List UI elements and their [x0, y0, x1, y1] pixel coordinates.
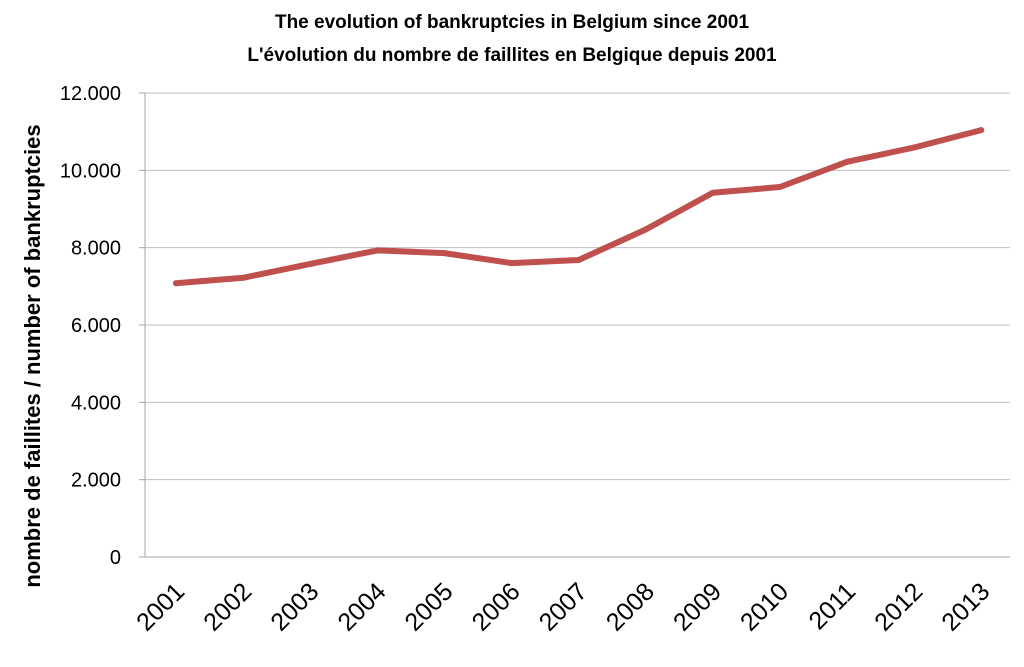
series-group	[173, 127, 985, 287]
x-tick-label: 2007	[534, 577, 593, 636]
y-tick-label: 12.000	[60, 83, 121, 105]
x-tick-label: 2004	[332, 577, 391, 636]
x-tick-label: 2001	[131, 577, 190, 636]
data-point	[240, 274, 247, 281]
x-tick-labels: 2001 2002 2003 2004 2005 2006 2007 2008 2009 2010…	[131, 577, 995, 636]
data-point	[374, 247, 381, 254]
x-tick-label: 2002	[198, 577, 257, 636]
y-tick-label: 2.000	[71, 470, 121, 492]
data-point	[911, 144, 918, 151]
data-point	[709, 189, 716, 196]
chart-title: The evolution of bankruptcies in Belgium…	[275, 12, 749, 33]
y-tick-label: 0	[110, 547, 121, 569]
axes	[139, 92, 1010, 558]
x-tick-label: 2005	[400, 577, 459, 636]
data-point	[642, 226, 649, 233]
data-point	[978, 127, 985, 134]
y-tick-labels: 0 2.000 4.000 6.000 8.000 10.000 12.000	[60, 83, 121, 569]
y-tick-label: 10.000	[60, 160, 121, 182]
x-tick-label: 2013	[936, 577, 995, 636]
data-point	[776, 183, 783, 190]
y-tick-label: 4.000	[71, 392, 121, 414]
data-point	[173, 280, 179, 287]
data-point	[441, 250, 448, 257]
data-point	[508, 260, 515, 267]
x-tick-label: 2009	[668, 577, 727, 636]
data-point	[844, 158, 850, 165]
y-tick-label: 6.000	[71, 315, 121, 337]
x-tick-label: 2010	[735, 577, 794, 636]
data-point	[575, 257, 582, 264]
x-tick-label: 2003	[265, 577, 324, 636]
x-tick-label: 2006	[467, 577, 526, 636]
data-point	[307, 260, 314, 267]
x-tick-label: 2008	[601, 577, 660, 636]
y-axis-label: nombre de faillites / number of bankrupt…	[20, 124, 45, 587]
chart-subtitle: L'évolution du nombre de faillites en Be…	[247, 45, 777, 66]
x-tick-label: 2012	[869, 577, 928, 636]
x-tick-label: 2011	[803, 577, 861, 635]
y-tick-label: 8.000	[71, 238, 121, 260]
gridlines	[145, 92, 1010, 481]
